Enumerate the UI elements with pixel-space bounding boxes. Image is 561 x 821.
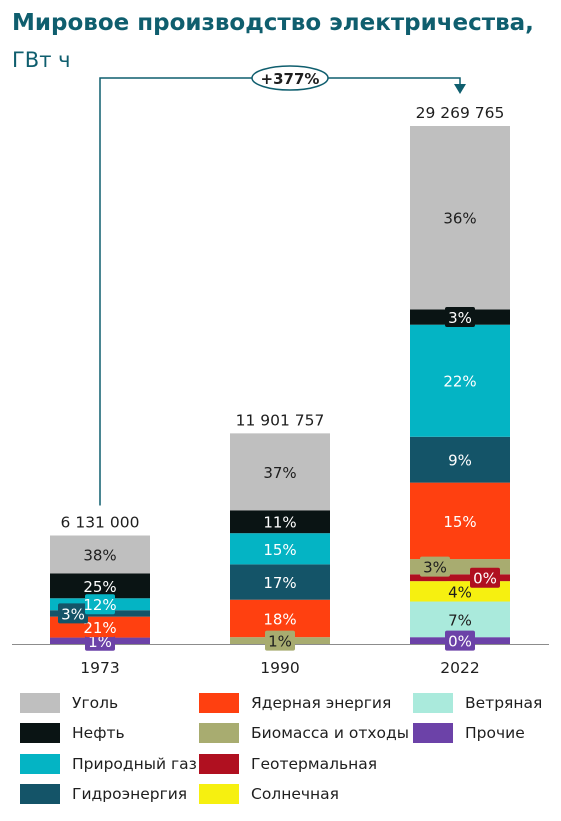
legend-label-coal: Уголь	[72, 694, 119, 712]
segment-label-other-2022: 0%	[448, 633, 472, 651]
segment-label-box-biomass-2022	[420, 556, 450, 577]
legend-swatch-hydro	[20, 784, 60, 804]
segment-label-oil-2022: 3%	[448, 309, 472, 327]
legend-item-wind: Ветряная	[413, 692, 542, 714]
segment-label-coal-1990: 37%	[263, 464, 296, 482]
segment-label-gas-2022: 22%	[443, 373, 476, 391]
legend-swatch-geothermal	[199, 754, 239, 774]
legend-swatch-coal	[20, 693, 60, 713]
stacked-bar-chart: 1%21%3%12%25%38%6 131 00019731%18%17%15%…	[12, 65, 549, 677]
legend-item-biomass: Биомасса и отходы	[199, 722, 409, 744]
segment-label-hydro-1973: 3%	[61, 605, 85, 623]
segment-label-nuclear-1990: 18%	[263, 610, 296, 628]
bar-total-label-2022: 29 269 765	[416, 104, 505, 122]
growth-badge-label: +377%	[261, 70, 320, 88]
bar-segment-coal-2022	[410, 126, 510, 310]
legend-label-gas: Природный газ	[72, 755, 197, 773]
legend-label-nuclear: Ядерная энергия	[251, 694, 392, 712]
legend-label-other: Прочие	[465, 724, 525, 742]
legend: Уголь Нефть Природный газ Гидроэнергия Я…	[0, 684, 561, 814]
chart-subtitle: ГВт ч	[12, 48, 71, 72]
bar-total-label-1973: 6 131 000	[61, 513, 140, 531]
legend-label-biomass: Биомасса и отходы	[251, 724, 409, 742]
bar-segment-coal-1990	[230, 433, 330, 511]
segment-label-biomass-2022: 3%	[423, 559, 447, 577]
segment-label-other-1973: 1%	[88, 633, 112, 651]
bar-segment-oil-1990	[230, 510, 330, 534]
segment-label-oil-1973: 25%	[83, 578, 116, 596]
legend-swatch-oil	[20, 723, 60, 743]
bar-segment-gas-1990	[230, 533, 330, 565]
legend-label-wind: Ветряная	[465, 694, 543, 712]
segment-label-nuclear-1973: 21%	[83, 619, 116, 637]
segment-label-gas-1973: 12%	[83, 596, 116, 614]
bars-layer	[12, 126, 549, 645]
annotations-layer: 1%21%3%12%25%38%6 131 00019731%18%17%15%…	[58, 65, 505, 677]
legend-item-geothermal: Геотермальная	[199, 753, 377, 775]
legend-item-hydro: Гидроэнергия	[20, 783, 187, 805]
segment-label-box-nuclear-1973	[85, 617, 115, 638]
legend-item-gas: Природный газ	[20, 753, 197, 775]
segment-label-box-oil-2022	[445, 307, 475, 328]
bar-segment-nuclear-2022	[410, 482, 510, 560]
bar-total-label-1990: 11 901 757	[236, 411, 325, 429]
segment-label-box-gas-1973	[85, 594, 115, 615]
legend-swatch-wind	[413, 693, 453, 713]
legend-item-oil: Нефть	[20, 722, 125, 744]
segment-label-wind-2022: 7%	[448, 611, 472, 629]
bar-segment-gas-2022	[410, 324, 510, 437]
segment-label-solar-2022: 4%	[448, 583, 472, 601]
growth-arrowhead	[454, 84, 466, 94]
bar-segment-geothermal-2022	[410, 574, 510, 582]
x-tick-label-1973: 1973	[80, 659, 119, 677]
segment-label-coal-2022: 36%	[443, 210, 476, 228]
chart-title: Мировое производство электричества,	[12, 10, 534, 36]
legend-swatch-nuclear	[199, 693, 239, 713]
segment-label-hydro-2022: 9%	[448, 452, 472, 470]
segment-label-box-other-2022	[445, 630, 475, 651]
legend-label-solar: Солнечная	[251, 785, 339, 803]
legend-swatch-biomass	[199, 723, 239, 743]
legend-swatch-gas	[20, 754, 60, 774]
segment-label-hydro-1990: 17%	[263, 574, 296, 592]
legend-item-other: Прочие	[413, 722, 525, 744]
bar-segment-hydro-2022	[410, 436, 510, 483]
x-tick-label-2022: 2022	[440, 659, 479, 677]
segment-label-nuclear-2022: 15%	[443, 513, 476, 531]
segment-label-box-biomass-1990	[265, 630, 295, 651]
segment-label-geothermal-2022: 0%	[473, 570, 497, 588]
legend-item-nuclear: Ядерная энергия	[199, 692, 391, 714]
legend-label-geothermal: Геотермальная	[251, 755, 378, 773]
legend-item-coal: Уголь	[20, 692, 118, 714]
segment-label-coal-1973: 38%	[83, 546, 116, 564]
legend-label-hydro: Гидроэнергия	[72, 785, 188, 803]
growth-badge	[251, 65, 329, 91]
bar-segment-coal-1973	[50, 535, 150, 574]
legend-item-solar: Солнечная	[199, 783, 339, 805]
legend-swatch-solar	[199, 784, 239, 804]
bar-segment-oil-1973	[50, 573, 150, 599]
segment-label-box-hydro-1973	[58, 603, 88, 624]
legend-swatch-other	[413, 723, 453, 743]
segment-label-oil-1990: 11%	[263, 514, 296, 532]
legend-label-oil: Нефть	[72, 724, 125, 742]
segment-label-box-solar-2022	[445, 581, 475, 602]
segment-label-box-geothermal-2022	[470, 567, 500, 588]
segment-label-biomass-1990: 1%	[268, 633, 292, 651]
bar-segment-hydro-1990	[230, 564, 330, 600]
segment-label-gas-1990: 15%	[263, 541, 296, 559]
x-tick-label-1990: 1990	[260, 659, 299, 677]
